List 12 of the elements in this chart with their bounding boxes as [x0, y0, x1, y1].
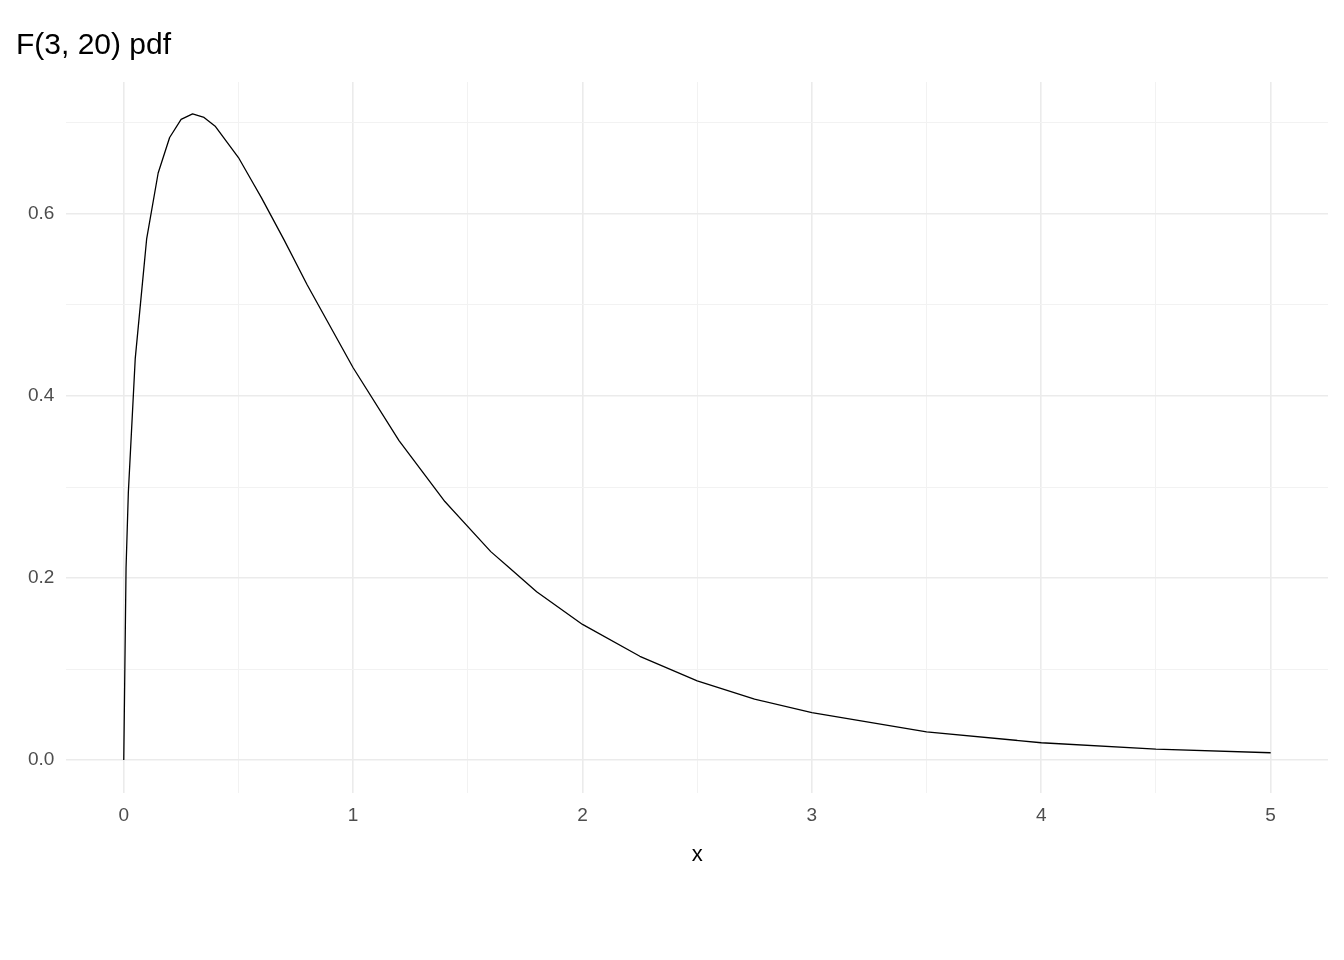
y-tick-label: 0.6 — [27, 202, 55, 224]
y-tick-label: 0.0 — [27, 748, 55, 770]
chart-title: F(3, 20) pdf — [16, 27, 172, 61]
x-tick-label: 5 — [1265, 804, 1276, 826]
y-tick-label: 0.2 — [27, 566, 55, 588]
x-tick-label: 3 — [806, 804, 818, 826]
x-tick-label: 0 — [118, 804, 130, 826]
x-axis-title: x — [691, 840, 703, 866]
y-tick-label: 0.4 — [27, 384, 55, 406]
x-tick-label: 1 — [347, 804, 359, 826]
x-tick-label: 2 — [577, 804, 588, 826]
x-tick-label: 4 — [1035, 804, 1047, 826]
